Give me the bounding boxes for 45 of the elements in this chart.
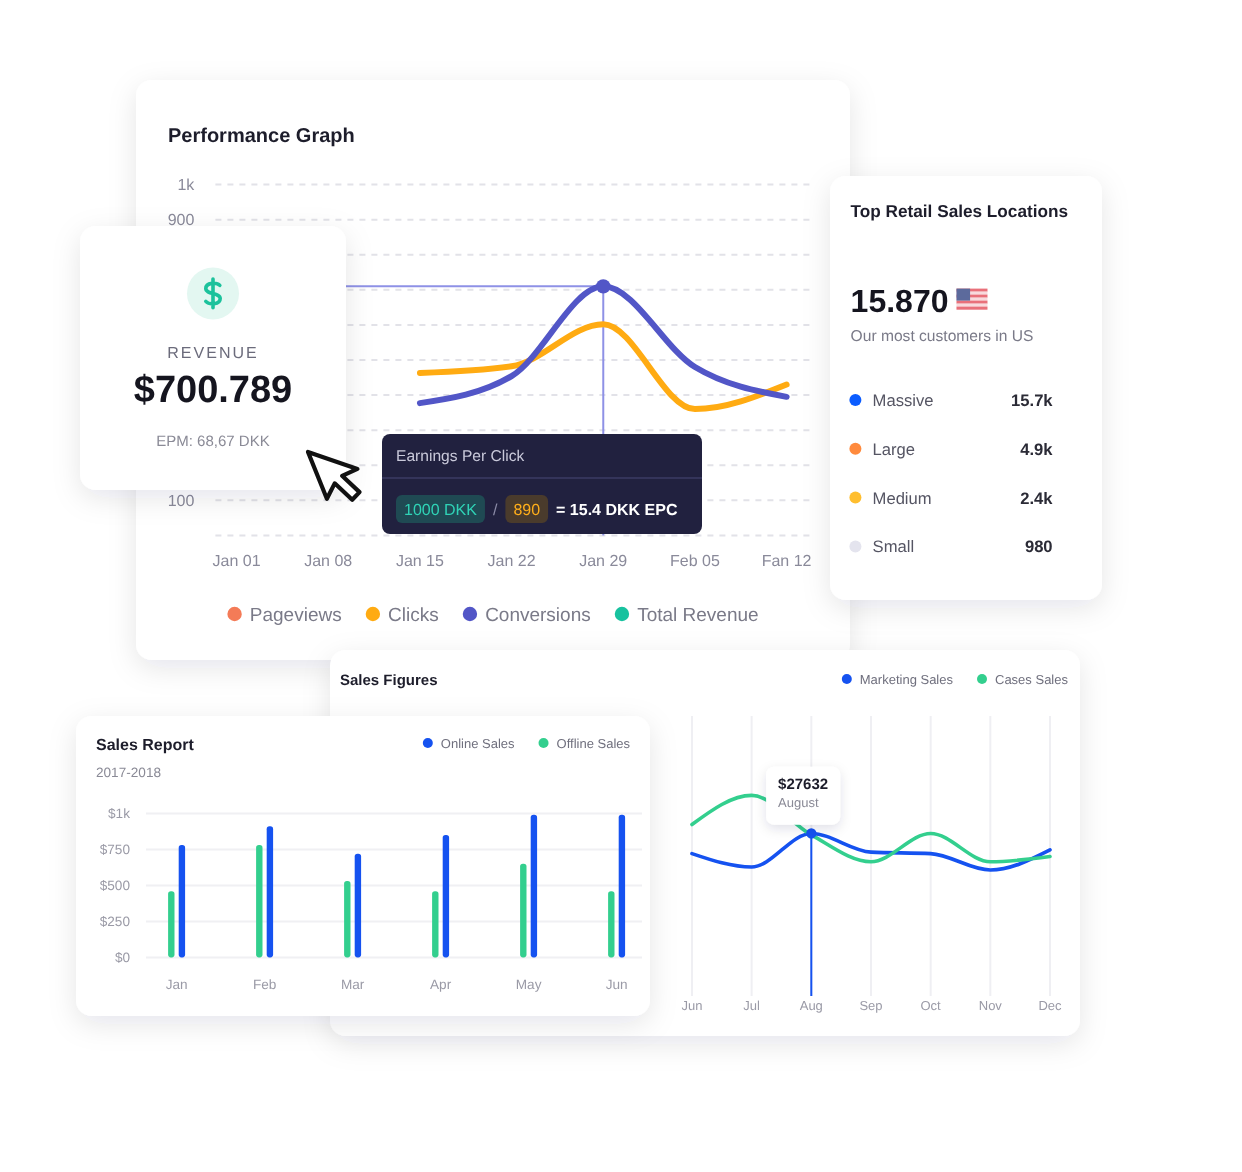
bar [168,891,175,958]
annotation: = 15.4 DKK EPC [556,501,678,519]
chart-title: Sales Report [96,736,195,754]
annotation: $700.789 [133,370,293,412]
text: 4.9k [1020,438,1053,459]
bar [520,863,527,958]
text: 980 [1024,536,1053,557]
x-tick-label: Jan 22 [487,552,537,570]
line-series [416,321,790,413]
bar [354,853,362,958]
x-tick-label: Jan 01 [212,552,262,570]
text: 15.7k [1011,390,1053,410]
bar [608,891,615,958]
y-tick-label: 1k [177,176,197,195]
chart-title: Performance Graph [168,126,355,148]
bar [256,845,263,958]
bar [178,845,186,958]
y-tick-label: 900 [167,211,196,230]
x-tick-label: Feb 05 [670,552,721,570]
category-label: Large [872,438,916,459]
bar [442,835,450,958]
annotation: / [492,501,499,519]
y-tick-label: 100 [167,491,196,510]
text: 2.4k [1020,487,1053,508]
category-label: Medium [872,487,932,508]
bar [266,826,274,958]
category-label: Small [872,536,915,557]
bar [618,814,626,958]
category-label: Massive [872,390,935,410]
bar [530,814,538,958]
text: 15.870 [850,286,949,320]
text: REVENUE [167,343,259,362]
bar [344,881,351,958]
legend-label: Total Revenue [637,604,759,627]
x-tick-label: Jan 29 [579,552,629,570]
legend-label: Pageviews [249,604,343,627]
x-tick-label: Jan 08 [304,552,354,570]
legend-label: Clicks [388,604,440,627]
x-tick-label: Fan 12 [761,552,813,570]
legend-label: Conversions [485,604,592,627]
text: Top Retail Sales Locations [850,201,1069,221]
annotation: 1000 DKK [404,501,479,519]
bar [432,891,439,958]
annotation: 890 [513,501,542,519]
x-tick-label: Jan 15 [395,552,446,570]
